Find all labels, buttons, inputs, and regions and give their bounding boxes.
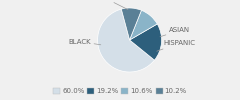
Wedge shape bbox=[98, 9, 155, 72]
Legend: 60.0%, 19.2%, 10.6%, 10.2%: 60.0%, 19.2%, 10.6%, 10.2% bbox=[50, 85, 190, 97]
Wedge shape bbox=[121, 8, 141, 40]
Text: HISPANIC: HISPANIC bbox=[157, 40, 195, 51]
Text: WHITE: WHITE bbox=[91, 0, 128, 10]
Text: ASIAN: ASIAN bbox=[160, 27, 190, 37]
Wedge shape bbox=[130, 24, 162, 60]
Wedge shape bbox=[130, 10, 157, 40]
Text: BLACK: BLACK bbox=[69, 39, 101, 45]
